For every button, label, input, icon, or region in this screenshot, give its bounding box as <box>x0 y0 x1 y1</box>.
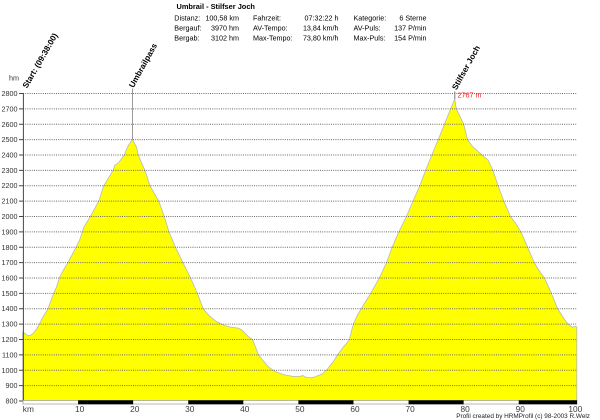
svg-text:10: 10 <box>75 404 85 414</box>
svg-text:800: 800 <box>6 397 18 406</box>
svg-text:AV-Tempo:: AV-Tempo: <box>253 23 288 32</box>
svg-text:Fahrzeit:: Fahrzeit: <box>253 13 281 22</box>
svg-text:07:32:22 h: 07:32:22 h <box>305 13 339 22</box>
svg-text:1200: 1200 <box>2 335 18 344</box>
svg-text:60: 60 <box>350 404 360 414</box>
svg-text:3102 hm: 3102 hm <box>211 34 239 43</box>
svg-text:Max-Tempo:: Max-Tempo: <box>253 34 293 43</box>
svg-text:Bergab:: Bergab: <box>174 34 199 43</box>
svg-text:1000: 1000 <box>2 366 18 375</box>
svg-text:73,80 km/h: 73,80 km/h <box>303 34 339 43</box>
svg-text:100,58 km: 100,58 km <box>205 13 239 22</box>
svg-text:Umbrail - Stilfser Joch: Umbrail - Stilfser Joch <box>177 2 256 11</box>
svg-text:2200: 2200 <box>2 181 18 190</box>
svg-text:6 Sterne: 6 Sterne <box>399 13 426 22</box>
svg-text:hm: hm <box>9 74 19 83</box>
svg-text:1400: 1400 <box>2 304 18 313</box>
svg-text:154 P/min: 154 P/min <box>394 34 426 43</box>
svg-text:Distanz:: Distanz: <box>174 13 200 22</box>
svg-text:Max-Puls:: Max-Puls: <box>354 34 386 43</box>
svg-text:1800: 1800 <box>2 243 18 252</box>
svg-text:90: 90 <box>516 404 526 414</box>
svg-text:1600: 1600 <box>2 274 18 283</box>
svg-text:2767 m: 2767 m <box>458 91 482 100</box>
svg-text:1500: 1500 <box>2 289 18 298</box>
svg-text:2400: 2400 <box>2 151 18 160</box>
svg-text:1900: 1900 <box>2 227 18 236</box>
svg-text:20: 20 <box>130 404 140 414</box>
svg-text:km: km <box>23 404 34 414</box>
svg-text:100: 100 <box>568 404 582 414</box>
svg-text:2300: 2300 <box>2 166 18 175</box>
svg-text:50: 50 <box>295 404 305 414</box>
svg-text:30: 30 <box>185 404 195 414</box>
svg-text:Bergauf:: Bergauf: <box>174 23 201 32</box>
svg-text:Kategorie:: Kategorie: <box>354 13 387 22</box>
svg-text:2600: 2600 <box>2 120 18 129</box>
svg-text:3970 hm: 3970 hm <box>211 23 239 32</box>
svg-text:40: 40 <box>240 404 250 414</box>
svg-text:2700: 2700 <box>2 104 18 113</box>
svg-text:80: 80 <box>460 404 470 414</box>
svg-text:2500: 2500 <box>2 135 18 144</box>
svg-text:Profil created by HRMProfil (c: Profil created by HRMProfil (c) 98-2003 … <box>456 413 590 420</box>
svg-text:900: 900 <box>6 381 18 390</box>
svg-text:1700: 1700 <box>2 258 18 267</box>
svg-text:2100: 2100 <box>2 197 18 206</box>
svg-text:2000: 2000 <box>2 212 18 221</box>
svg-text:13,84 km/h: 13,84 km/h <box>303 23 339 32</box>
svg-text:137 P/min: 137 P/min <box>394 23 426 32</box>
svg-text:AV-Puls:: AV-Puls: <box>354 23 381 32</box>
svg-text:1100: 1100 <box>2 350 17 359</box>
svg-text:1300: 1300 <box>2 320 18 329</box>
svg-text:2800: 2800 <box>2 89 18 98</box>
svg-text:70: 70 <box>405 404 415 414</box>
